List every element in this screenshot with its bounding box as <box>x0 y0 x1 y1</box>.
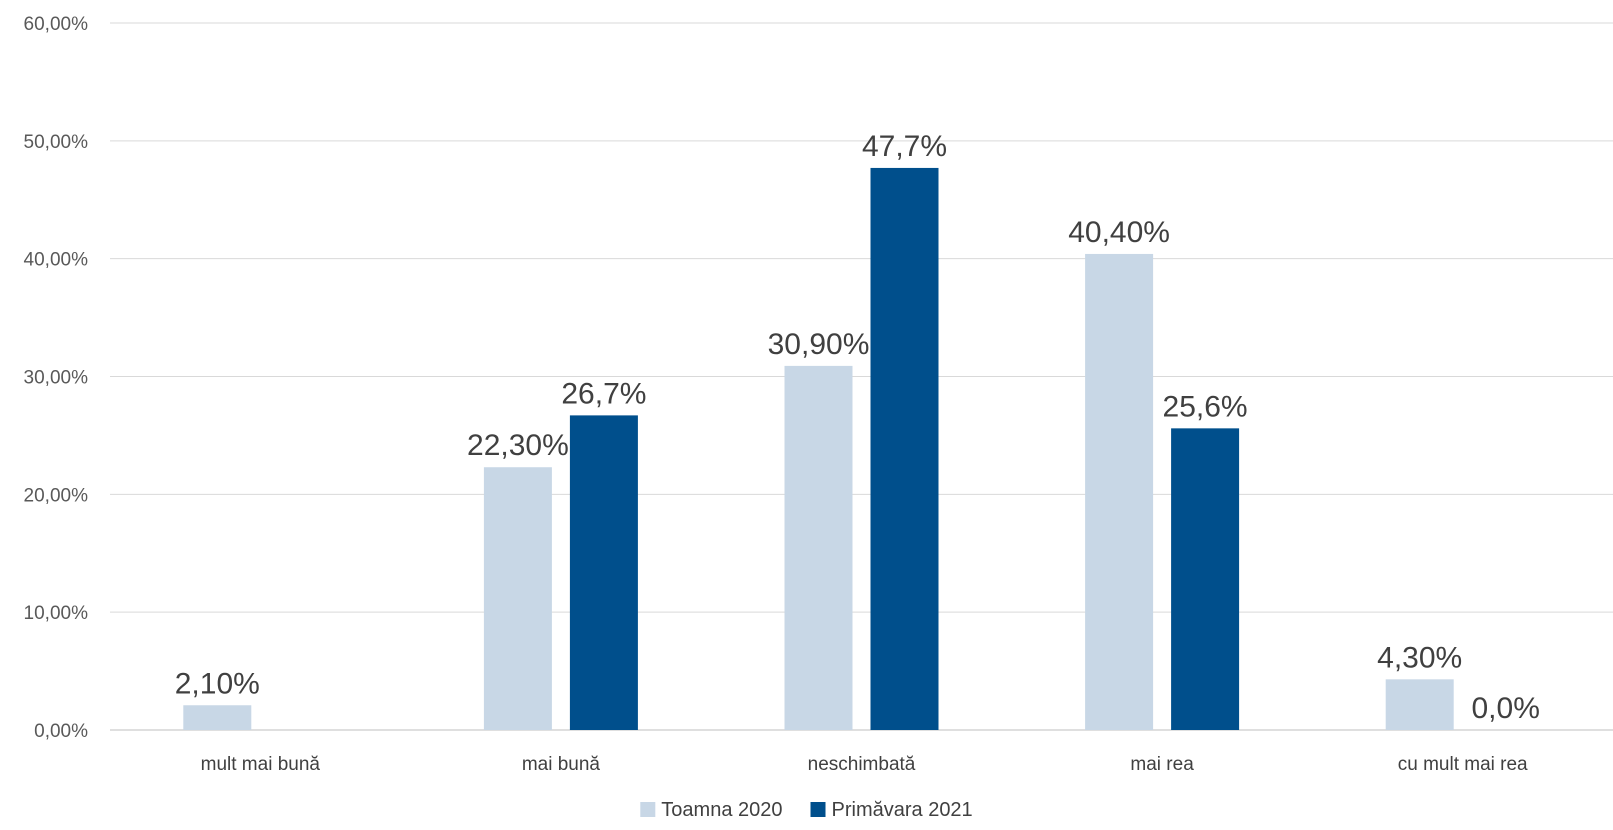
y-axis: 0,00% 10,00% 20,00% 30,00% 40,00% 50,00% 60,00… <box>24 14 89 742</box>
legend: Toamna 2020 Primăvara 2021 <box>640 799 973 821</box>
y-tick-label: 10,00% <box>24 603 89 624</box>
data-label: 25,6% <box>1163 390 1248 423</box>
bar-primavara-2021 <box>569 415 638 730</box>
data-labels: 2,10% 22,30% 26,7% 30,90% 47,7% 40,40% 25,6% 4,… <box>175 130 1540 725</box>
y-tick-label: 60,00% <box>24 14 89 35</box>
data-label: 30,90% <box>768 328 870 361</box>
bar-toamna-2020 <box>183 705 252 730</box>
bar-toamna-2020 <box>483 467 552 730</box>
bar-toamna-2020 <box>1385 679 1454 730</box>
y-tick-label: 20,00% <box>24 485 89 506</box>
x-tick-label: neschimbată <box>808 754 916 775</box>
bar-primavara-2021 <box>1171 428 1240 730</box>
y-tick-label: 0,00% <box>34 721 88 742</box>
x-tick-label: mult mai bună <box>201 754 321 775</box>
y-tick-label: 30,00% <box>24 368 89 389</box>
data-label: 47,7% <box>862 130 947 163</box>
data-label: 22,30% <box>467 429 569 462</box>
y-tick-label: 40,00% <box>24 250 89 271</box>
x-tick-label: mai rea <box>1130 754 1194 775</box>
bar-toamna-2020 <box>1085 253 1154 730</box>
x-tick-label: mai bună <box>522 754 601 775</box>
legend-label: Toamna 2020 <box>661 799 782 821</box>
data-label: 26,7% <box>561 377 646 410</box>
x-tick-label: cu mult mai rea <box>1398 754 1528 775</box>
bars <box>183 167 1454 730</box>
y-tick-label: 50,00% <box>24 132 89 153</box>
data-label: 4,30% <box>1377 641 1462 674</box>
bar-primavara-2021 <box>870 167 939 730</box>
data-label: 40,40% <box>1068 216 1170 249</box>
legend-label: Primăvara 2021 <box>832 799 973 821</box>
data-label: 0,0% <box>1472 692 1540 725</box>
legend-swatch <box>640 802 656 817</box>
gridlines <box>110 22 1613 731</box>
x-axis: mult mai bună mai bună neschimbată mai rea c… <box>201 754 1528 775</box>
bar-toamna-2020 <box>784 365 853 730</box>
data-label: 2,10% <box>175 667 260 700</box>
legend-swatch <box>810 802 826 817</box>
